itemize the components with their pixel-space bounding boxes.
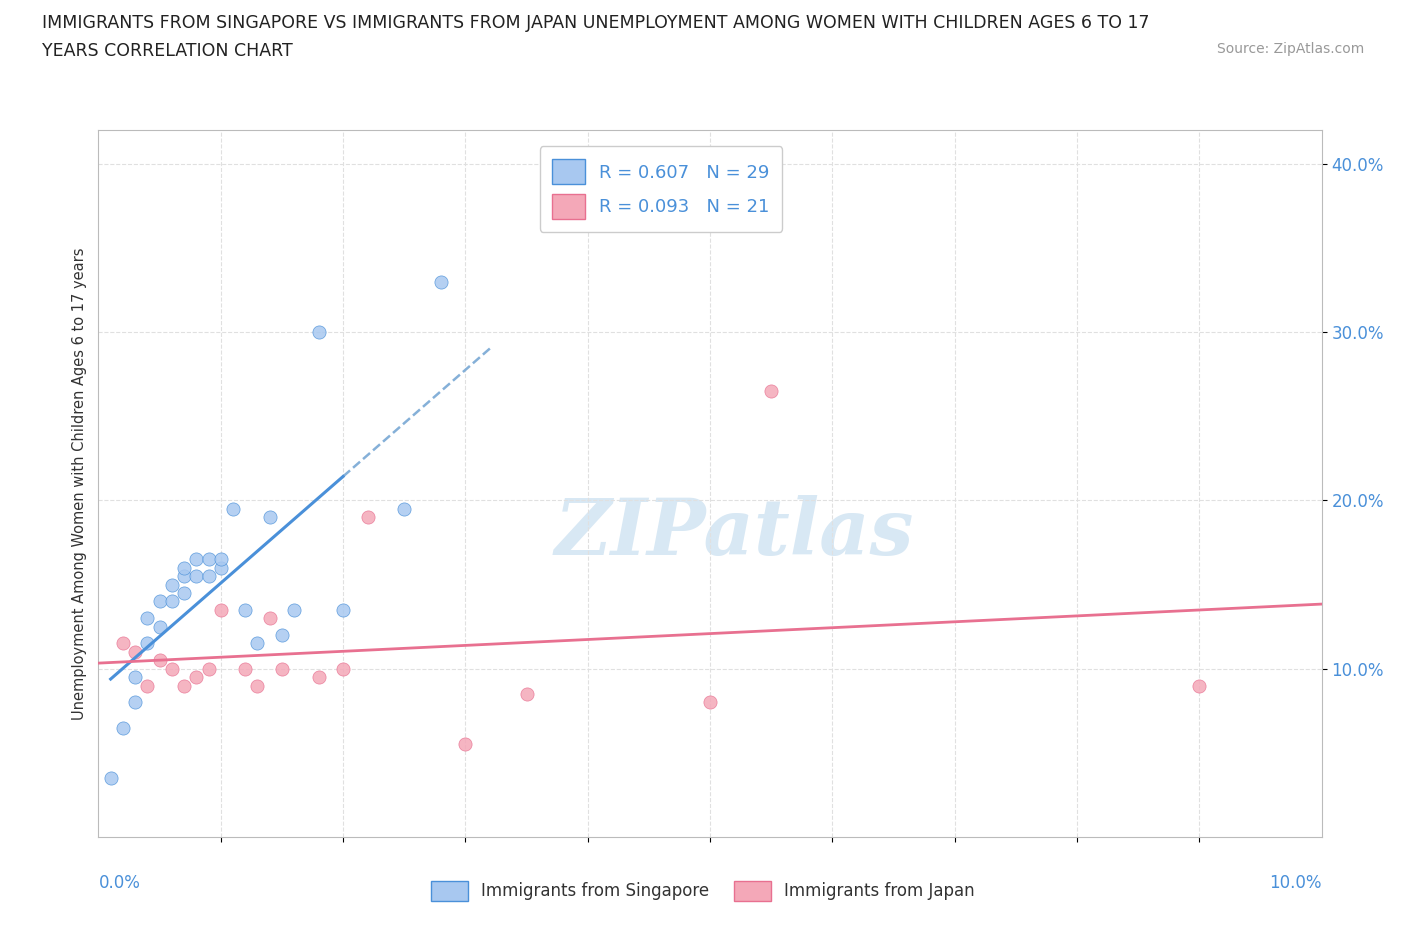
Point	[197, 661, 219, 676]
Point	[173, 569, 195, 584]
Point	[186, 569, 208, 584]
Point	[149, 653, 172, 668]
Point	[759, 383, 782, 398]
Point	[332, 661, 354, 676]
Point	[160, 594, 183, 609]
Text: YEARS CORRELATION CHART: YEARS CORRELATION CHART	[42, 42, 292, 60]
Text: ZIPatlas: ZIPatlas	[555, 495, 914, 571]
Point	[197, 551, 219, 566]
Point	[209, 603, 232, 618]
Point	[209, 551, 232, 566]
Point	[246, 678, 269, 693]
Point	[270, 628, 292, 643]
Point	[173, 586, 195, 601]
Point	[430, 274, 453, 289]
Text: Source: ZipAtlas.com: Source: ZipAtlas.com	[1216, 42, 1364, 56]
Point	[259, 510, 281, 525]
Point	[699, 695, 721, 710]
Point	[392, 501, 416, 516]
Point	[186, 670, 208, 684]
Point	[308, 670, 330, 684]
Point	[124, 644, 146, 659]
Point	[160, 578, 183, 592]
Point	[308, 325, 330, 339]
Point	[111, 720, 134, 735]
Point	[160, 661, 183, 676]
Point	[356, 510, 378, 525]
Point	[1188, 678, 1211, 693]
Point	[186, 551, 208, 566]
Y-axis label: Unemployment Among Women with Children Ages 6 to 17 years: Unemployment Among Women with Children A…	[72, 247, 87, 720]
Point	[100, 771, 122, 786]
Point	[136, 611, 159, 626]
Point	[454, 737, 477, 751]
Point	[516, 686, 538, 701]
Legend: R = 0.607   N = 29, R = 0.093   N = 21: R = 0.607 N = 29, R = 0.093 N = 21	[540, 146, 782, 232]
Point	[222, 501, 245, 516]
Point	[124, 670, 146, 684]
Text: 0.0%: 0.0%	[98, 874, 141, 892]
Text: IMMIGRANTS FROM SINGAPORE VS IMMIGRANTS FROM JAPAN UNEMPLOYMENT AMONG WOMEN WITH: IMMIGRANTS FROM SINGAPORE VS IMMIGRANTS …	[42, 14, 1150, 32]
Point	[111, 636, 134, 651]
Point	[246, 636, 269, 651]
Point	[136, 636, 159, 651]
Point	[149, 619, 172, 634]
Point	[197, 569, 219, 584]
Point	[233, 603, 256, 618]
Point	[283, 603, 305, 618]
Point	[149, 594, 172, 609]
Point	[173, 560, 195, 575]
Point	[332, 603, 354, 618]
Point	[259, 611, 281, 626]
Point	[173, 678, 195, 693]
Legend: Immigrants from Singapore, Immigrants from Japan: Immigrants from Singapore, Immigrants fr…	[425, 874, 981, 908]
Point	[136, 678, 159, 693]
Point	[124, 695, 146, 710]
Point	[233, 661, 256, 676]
Point	[270, 661, 292, 676]
Text: 10.0%: 10.0%	[1270, 874, 1322, 892]
Point	[209, 560, 232, 575]
